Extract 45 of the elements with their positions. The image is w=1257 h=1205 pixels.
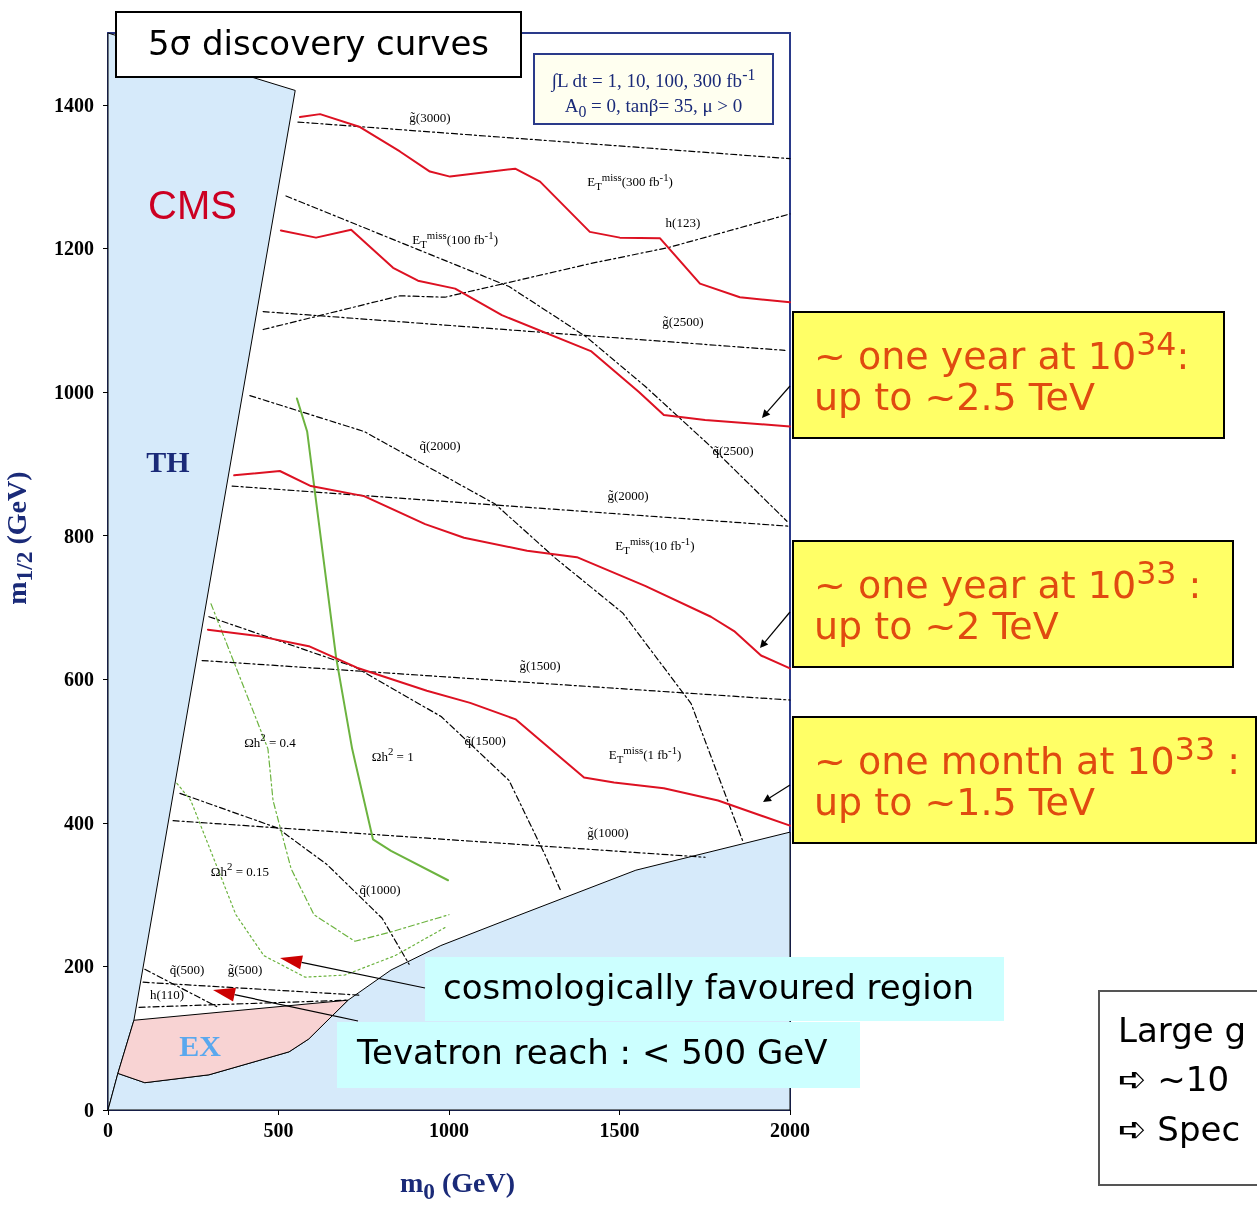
annotation: Ωh$^{2}$ = 0.4	[244, 731, 296, 750]
x-tick-label: 1000	[429, 1119, 469, 1141]
y-tick-label: 200	[64, 955, 94, 978]
text: ~ one month at 10$^{33}$ : up to ~1.5 TeV	[814, 731, 1240, 825]
annotation: h(123)	[665, 215, 701, 231]
annotation: TH	[146, 444, 190, 478]
text: ~ one year at 10$^{33}$ : up to ~2 TeV	[814, 555, 1202, 649]
annotation: q̃(1000)	[359, 882, 401, 898]
annotation: Tevatron reach : < 500 GeV	[337, 1022, 860, 1088]
annotation: g̃(2000)	[607, 487, 649, 504]
annotation: q̃(2500)	[712, 442, 754, 459]
y-tick-label: 600	[64, 668, 94, 691]
annotation: h(110)	[149, 986, 185, 1003]
chart-title: 5σ discovery curves	[115, 11, 522, 78]
annotation: E$_{T}$$^{miss}$(1 fb$^{-1}$)	[608, 743, 682, 766]
text: ~ one year at 10$^{34}$: up to ~2.5 TeV	[814, 326, 1190, 420]
x-tick-label: 2000	[770, 1119, 810, 1141]
x-tick-label: 500	[263, 1119, 294, 1141]
x-tick-label: 1500	[599, 1119, 640, 1141]
annotation: E$_{T}$$^{miss}$(10 fb$^{-1}$)	[615, 534, 695, 557]
x-axis-title: m$_{0}$ (GeV)	[400, 1167, 516, 1205]
annotation: EX	[179, 1028, 221, 1062]
annotation: CMS	[148, 183, 237, 227]
annotation: cosmologically favoured region	[425, 957, 1004, 1021]
annotation: E$_{T}$$^{miss}$(100 fb$^{-1}$)	[412, 228, 498, 251]
annotation: g̃(500)	[227, 961, 263, 978]
annotation: g̃(1500)	[519, 657, 561, 673]
annotation: q̃(500)	[169, 961, 205, 978]
annotation: E$_{T}$$^{miss}$(300 fb$^{-1}$)	[587, 170, 673, 193]
y-tick-label: 400	[64, 811, 94, 834]
y-tick-label: 800	[64, 524, 94, 547]
annotation: g̃(1000)	[587, 824, 629, 840]
annotation: Ωh$^{2}$ = 0.15	[210, 860, 270, 879]
annotation: q̃(2000)	[419, 437, 461, 453]
annotation: q̃(1500)	[464, 732, 506, 749]
text: ∫L dt = 1, 10, 100, 300 fb$^{-1}$ A$_{0}$ = 0, tanβ= 35, μ > 0	[551, 66, 756, 120]
y-tick-label: 1400	[54, 93, 94, 116]
y-tick-label: 1200	[54, 237, 94, 260]
y-tick-label: 1000	[54, 381, 94, 403]
text: Large g ➪ ~10 ➪ Spec	[1098, 990, 1257, 1186]
annotation: g̃(2500)	[662, 313, 704, 329]
annotation: Ωh$^{2}$ = 1	[371, 745, 414, 765]
x-tick-label: 0	[103, 1119, 113, 1141]
annotation: g̃(3000)	[409, 110, 451, 126]
y-tick-label: 0	[84, 1099, 94, 1121]
